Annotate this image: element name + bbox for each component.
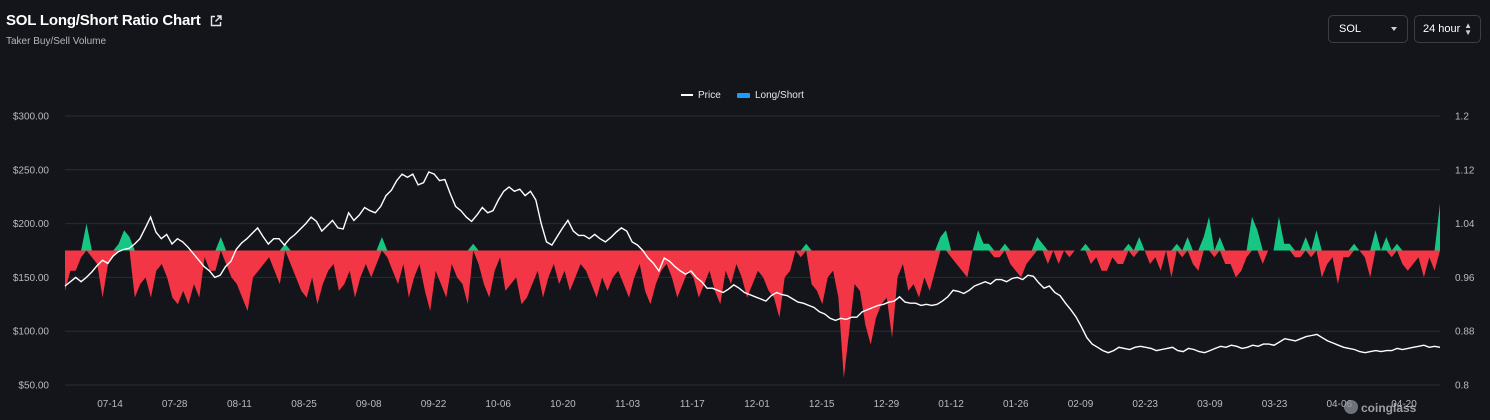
x-axis-tick-label: 10-06 <box>485 399 511 410</box>
watermark-text: coinglass <box>1361 401 1417 415</box>
left-axis-tick-label: $300.00 <box>13 112 50 123</box>
x-axis-tick-label: 03-23 <box>1262 399 1288 410</box>
right-axis-tick-label: 0.8 <box>1455 381 1469 392</box>
x-axis-tick-label: 08-11 <box>227 399 252 410</box>
right-axis-tick-label: 1.2 <box>1455 112 1469 123</box>
x-axis-tick-label: 12-15 <box>809 399 835 410</box>
chart-legend[interactable]: Price Long/Short <box>681 90 804 101</box>
left-axis-tick-label: $50.00 <box>18 381 49 392</box>
left-axis-tick-label: $250.00 <box>13 165 50 176</box>
left-axis-tick-label: $150.00 <box>13 273 50 284</box>
long-area <box>65 203 1440 250</box>
short-area <box>65 251 1440 379</box>
left-axis-tick-label: $100.00 <box>13 327 50 338</box>
legend-long-short-swatch <box>737 93 750 98</box>
left-axis: $300.00 $250.00 $200.00 $150.00 $100.00 $50.0… <box>13 112 50 392</box>
x-axis-tick-label: 01-12 <box>938 399 964 410</box>
x-axis: 07-14 07-28 08-11 08-25 09-08 09-22 10-06 10-20… <box>97 399 1417 410</box>
right-axis-tick-label: 1.12 <box>1455 165 1475 176</box>
x-axis-tick-label: 01-26 <box>1003 399 1029 410</box>
x-axis-tick-label: 07-28 <box>162 399 188 410</box>
x-axis-tick-label: 08-25 <box>291 399 317 410</box>
x-axis-tick-label: 11-03 <box>615 399 640 410</box>
legend-long-short[interactable]: Long/Short <box>755 90 804 101</box>
x-axis-tick-label: 12-29 <box>874 399 900 410</box>
left-axis-tick-label: $200.00 <box>13 219 50 230</box>
x-axis-tick-label: 02-09 <box>1068 399 1094 410</box>
x-axis-tick-label: 09-08 <box>356 399 382 410</box>
x-axis-tick-label: 02-23 <box>1132 399 1158 410</box>
x-axis-tick-label: 09-22 <box>421 399 447 410</box>
x-axis-tick-label: 07-14 <box>97 399 123 410</box>
right-axis-tick-label: 0.96 <box>1455 273 1475 284</box>
x-axis-tick-label: 11-17 <box>680 399 705 410</box>
right-axis: 1.2 1.12 1.04 0.96 0.88 0.8 <box>1455 112 1475 392</box>
long-short-area <box>65 203 1440 378</box>
coinglass-logo-icon <box>1344 400 1358 414</box>
x-axis-tick-label: 10-20 <box>550 399 576 410</box>
legend-price[interactable]: Price <box>698 90 721 101</box>
x-axis-tick-label: 03-09 <box>1197 399 1223 410</box>
coinglass-watermark: coinglass <box>1344 400 1417 415</box>
right-axis-tick-label: 1.04 <box>1455 219 1475 230</box>
right-axis-tick-label: 0.88 <box>1455 327 1475 338</box>
x-axis-tick-label: 12-01 <box>744 399 770 410</box>
